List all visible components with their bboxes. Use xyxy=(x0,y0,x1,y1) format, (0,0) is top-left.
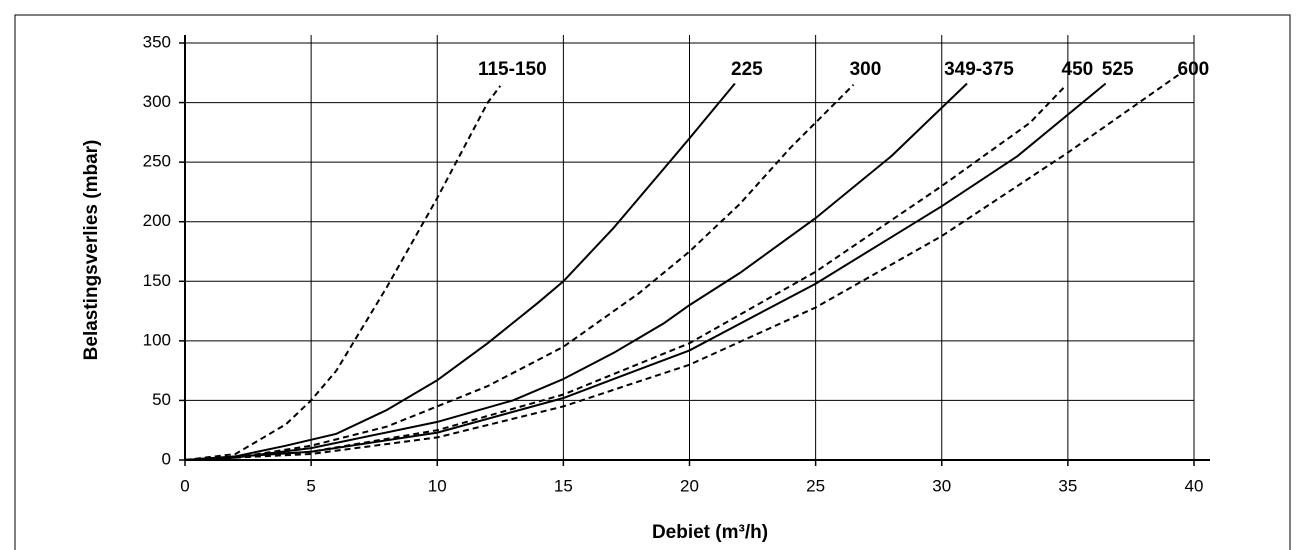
series-line xyxy=(184,71,1182,461)
series-line xyxy=(184,82,736,461)
series-label: 600 xyxy=(1178,59,1210,80)
y-tick-label: 150 xyxy=(143,271,171,290)
y-tick-label: 50 xyxy=(152,390,171,409)
y-tick-label: 100 xyxy=(143,330,171,349)
x-tick-label: 5 xyxy=(306,476,315,495)
series-line xyxy=(184,85,1067,461)
x-tick-label: 0 xyxy=(180,476,189,495)
x-tick-label: 15 xyxy=(554,476,573,495)
y-tick-label: 300 xyxy=(143,92,171,111)
series-label: 450 xyxy=(1062,59,1094,80)
y-tick-label: 350 xyxy=(143,32,171,51)
series-label: 115-150 xyxy=(478,59,547,80)
series-line xyxy=(184,82,968,461)
series-label: 349-375 xyxy=(944,59,1014,80)
x-tick-label: 25 xyxy=(806,476,825,495)
x-tick-label: 40 xyxy=(1185,476,1204,495)
series-line xyxy=(184,82,1107,461)
series-label: 300 xyxy=(850,59,882,80)
series-line xyxy=(184,85,502,461)
y-axis-label: Belastingsverlies (mbar) xyxy=(81,140,102,361)
x-tick-label: 10 xyxy=(428,476,447,495)
x-tick-label: 20 xyxy=(680,476,699,495)
series-label: 225 xyxy=(731,59,763,80)
series-label: 525 xyxy=(1102,59,1134,80)
x-tick-label: 35 xyxy=(1058,476,1077,495)
y-tick-label: 250 xyxy=(143,152,171,171)
y-tick-label: 200 xyxy=(143,211,171,230)
frame xyxy=(14,14,1291,550)
y-tick-label: 0 xyxy=(162,449,171,468)
x-tick-label: 30 xyxy=(932,476,951,495)
x-axis-label: Debiet (m³/h) xyxy=(652,522,768,543)
series-line xyxy=(184,83,855,461)
